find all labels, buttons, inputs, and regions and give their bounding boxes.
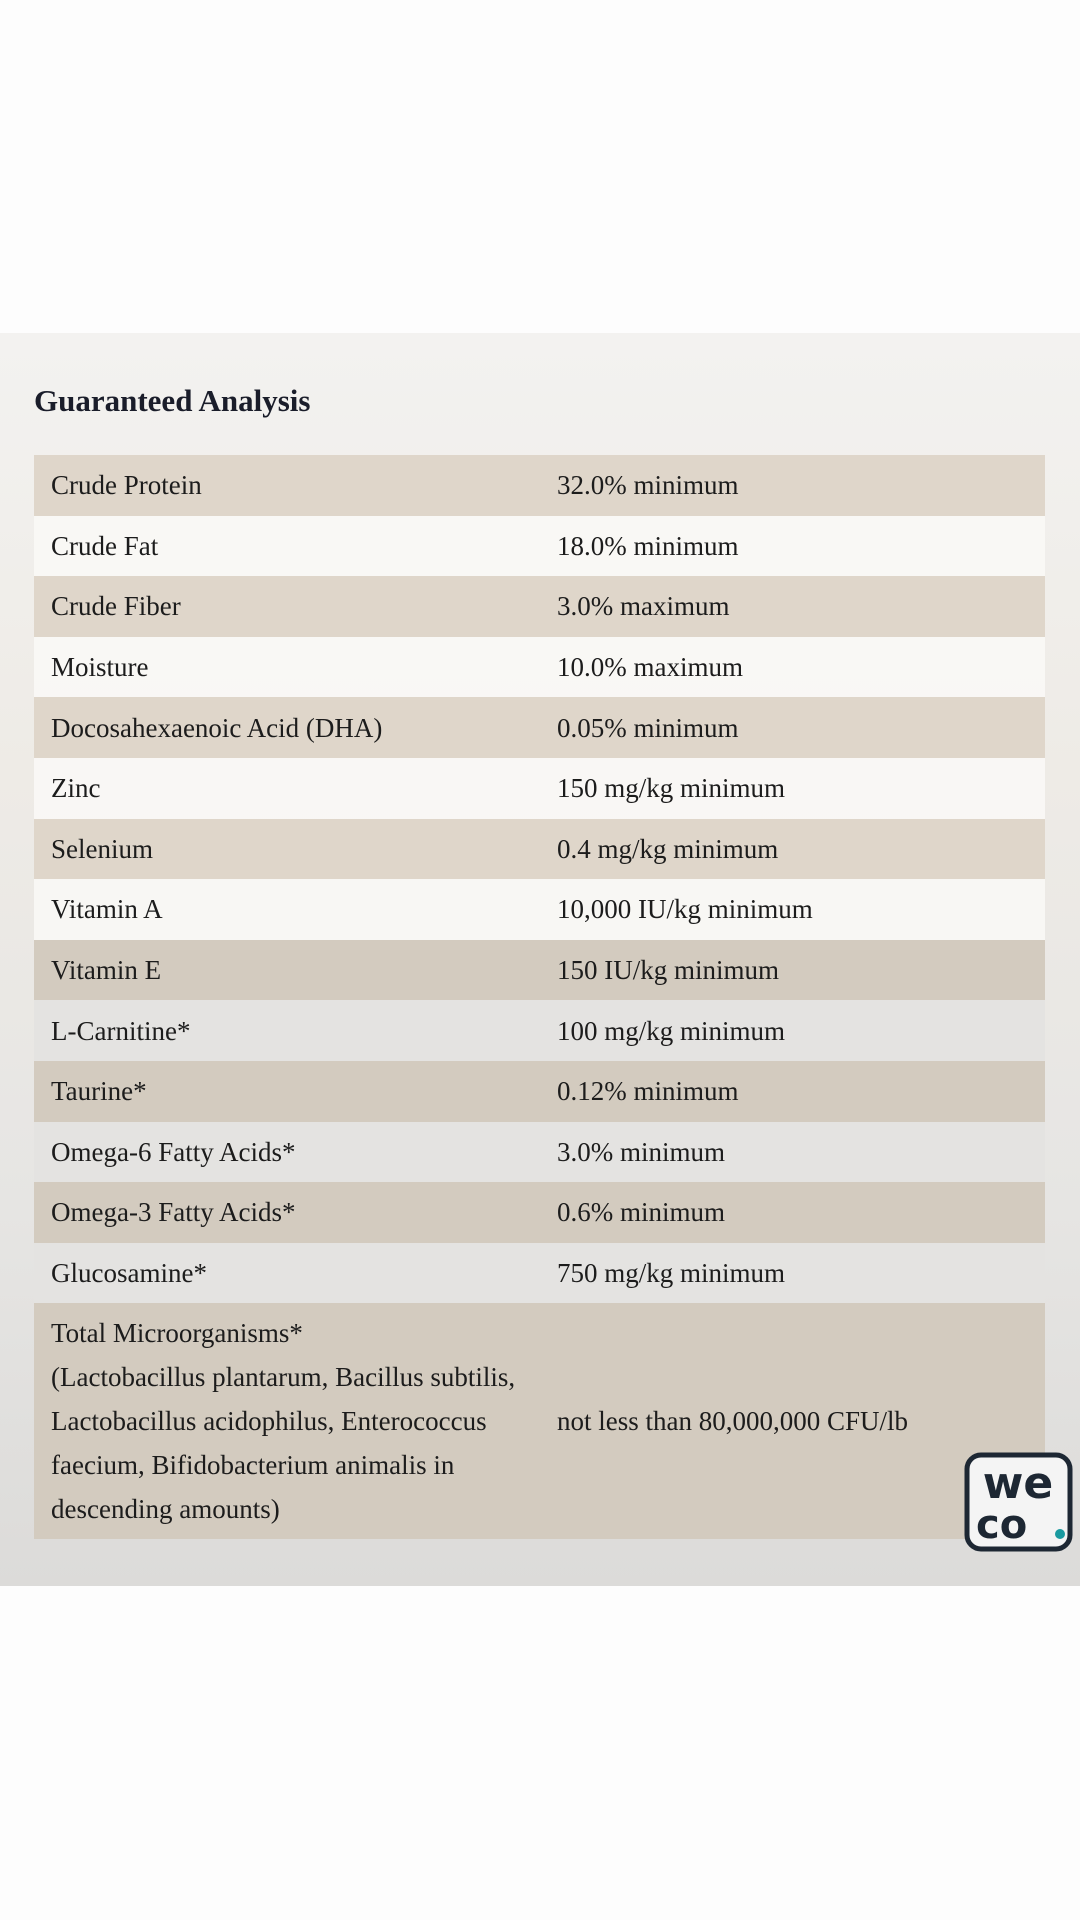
- nutrient-name: Moisture: [51, 652, 149, 683]
- logo-frame: [964, 1452, 1073, 1552]
- nutrient-cell: Taurine*: [34, 1061, 540, 1122]
- logo-bottom: co: [976, 1502, 1027, 1548]
- table-row: Glucosamine* 750 mg/kg minimum: [34, 1242, 1045, 1304]
- table-row: Omega-3 Fatty Acids* 0.6% minimum: [34, 1182, 1045, 1243]
- table-row: Docosahexaenoic Acid (DHA) 0.05% minimum: [34, 697, 1045, 758]
- value-cell: 150 mg/kg minimum: [557, 773, 786, 804]
- nutrient-cell: Vitamin E: [34, 940, 540, 1001]
- table-row: Crude Fiber 3.0% maximum: [34, 576, 1045, 637]
- nutrient-name: Omega-3 Fatty Acids*: [51, 1197, 296, 1228]
- title: Guaranteed Analysis: [34, 383, 311, 418]
- nutrient-name: Vitamin A: [51, 894, 163, 925]
- value-cell: 0.05% minimum: [557, 712, 739, 743]
- table-row: Moisture 10.0% maximum: [34, 636, 1045, 698]
- nutrient-cell: Crude Fiber: [34, 576, 540, 637]
- value-cell: 150 IU/kg minimum: [557, 955, 779, 986]
- value-cell: 0.12% minimum: [557, 1076, 739, 1107]
- nutrient-cell: Omega-6 Fatty Acids*: [34, 1122, 540, 1183]
- nutrient-name: Docosahexaenoic Acid (DHA): [51, 712, 383, 743]
- nutrient-name: Glucosamine*: [51, 1258, 207, 1289]
- nutrient-cell: Docosahexaenoic Acid (DHA): [34, 697, 540, 758]
- logo-dot: [1055, 1529, 1065, 1539]
- nutrient-name: L-Carnitine*: [51, 1015, 191, 1046]
- table-row: Crude Fat 18.0% minimum: [34, 515, 1045, 577]
- value-cell: 10.0% maximum: [557, 652, 743, 683]
- table-row: Selenium 0.4 mg/kg minimum: [34, 818, 1045, 880]
- nutrient-name: Selenium: [51, 833, 153, 864]
- table-row: L-Carnitine* 100 mg/kg minimum: [34, 1000, 1045, 1061]
- nutrient-cell: Total Microorganisms* (Lactobacillus plan…: [34, 1303, 540, 1539]
- logo: we co: [964, 1452, 1073, 1552]
- nutrient-cell: L-Carnitine*: [34, 1000, 540, 1061]
- nutrient-cell: Crude Fat: [34, 516, 540, 577]
- value-cell: 10,000 IU/kg minimum: [557, 894, 813, 925]
- logo-top: we: [983, 1458, 1054, 1509]
- nutrient-detail: (Lactobacillus plantarum, Bacillus subti…: [51, 1362, 516, 1525]
- nutrient-cell: Crude Protein: [34, 455, 540, 516]
- value-cell: 0.4 mg/kg minimum: [557, 833, 779, 864]
- nutrient-name: Taurine*: [51, 1076, 147, 1107]
- value-cell: not less than 80,000,000 CFU/lb: [557, 1406, 909, 1437]
- value-cell: 0.6% minimum: [557, 1197, 725, 1228]
- nutrient-name: Zinc: [51, 773, 101, 804]
- nutrient-name: Crude Fiber: [51, 591, 181, 622]
- nutrient-cell: Glucosamine*: [34, 1243, 540, 1304]
- nutrient-name: Crude Protein: [51, 470, 202, 501]
- nutrient-name: Vitamin E: [51, 955, 162, 986]
- value-cell: 32.0% minimum: [557, 470, 739, 501]
- value-cell: 18.0% minimum: [557, 530, 739, 561]
- table-row: Total Microorganisms* (Lactobacillus plan…: [34, 1303, 1045, 1540]
- table-row: Crude Protein 32.0% minimum: [34, 455, 1045, 516]
- value-cell: 750 mg/kg minimum: [557, 1258, 786, 1289]
- nutrient-cell: Selenium: [34, 819, 540, 880]
- value-cell: 3.0% minimum: [557, 1136, 725, 1167]
- nutrient-cell: Vitamin A: [34, 879, 540, 940]
- table-row: Taurine* 0.12% minimum: [34, 1060, 1045, 1122]
- analysis-table: Crude Protein 32.0% minimum Crude Fat 18.0%…: [34, 455, 1045, 1540]
- table-row: Vitamin A 10,000 IU/kg minimum: [34, 879, 1045, 940]
- table-row: Vitamin E 150 IU/kg minimum: [34, 939, 1045, 1001]
- value-cell: 3.0% maximum: [557, 591, 730, 622]
- value-cell: 100 mg/kg minimum: [557, 1015, 786, 1046]
- nutrient-cell: Moisture: [34, 637, 540, 698]
- panel: Guaranteed Analysis Crude Protein 32.0% m…: [0, 333, 1080, 1586]
- nutrient-name: Crude Fat: [51, 530, 159, 561]
- nutrient-name: Omega-6 Fatty Acids*: [51, 1136, 296, 1167]
- nutrient-name: Total Microorganisms*: [51, 1318, 303, 1349]
- nutrient-cell: Omega-3 Fatty Acids*: [34, 1182, 540, 1243]
- table-row: Omega-6 Fatty Acids* 3.0% minimum: [34, 1121, 1045, 1183]
- table-row: Zinc 150 mg/kg minimum: [34, 757, 1045, 819]
- nutrient-cell: Zinc: [34, 758, 540, 819]
